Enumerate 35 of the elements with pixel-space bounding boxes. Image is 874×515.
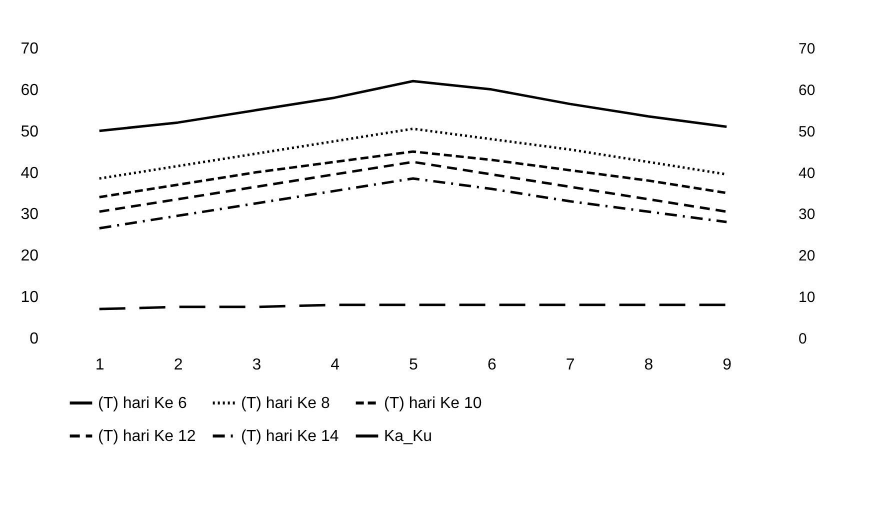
y-tick-label: 30 bbox=[20, 206, 39, 224]
x-tick-label: 1 bbox=[95, 356, 104, 374]
legend-label: (T) hari Ke 6 bbox=[98, 395, 188, 412]
x-tick-label: 6 bbox=[487, 356, 496, 374]
legend-label: (T) hari Ke 10 bbox=[384, 395, 482, 412]
legend-label: (T) hari Ke 14 bbox=[241, 428, 339, 445]
y2-tick-label: 70 bbox=[798, 40, 816, 58]
y-tick-label: 50 bbox=[20, 123, 39, 140]
y2-tick-label: 40 bbox=[798, 164, 816, 182]
y-tick-label: 40 bbox=[20, 164, 39, 182]
line-series bbox=[98, 177, 728, 230]
x-tick-label: 8 bbox=[644, 356, 654, 374]
y2-tick-label: 20 bbox=[798, 248, 816, 265]
x-tick-label: 3 bbox=[252, 356, 262, 374]
y2-tick-label: 10 bbox=[798, 289, 816, 306]
x-tick-label: 2 bbox=[174, 356, 183, 374]
legend-label: (T) hari Ke 8 bbox=[241, 395, 330, 412]
line-series bbox=[98, 160, 728, 213]
y-tick-label: 70 bbox=[20, 40, 39, 58]
legend-label: (T) hari Ke 12 bbox=[98, 428, 196, 445]
y-tick-label: 60 bbox=[20, 82, 39, 99]
line-series bbox=[98, 80, 728, 132]
y2-tick-label: 30 bbox=[798, 206, 816, 224]
x-tick-label: 4 bbox=[330, 356, 340, 374]
x-tick-label: 5 bbox=[409, 356, 418, 374]
legend-label: Ka_Ku bbox=[384, 428, 432, 445]
line-series bbox=[98, 150, 728, 198]
y2-tick-label: 60 bbox=[798, 82, 816, 99]
y2-tick-label: 0 bbox=[798, 330, 807, 348]
y-tick-label: 10 bbox=[20, 289, 39, 306]
x-tick-label: 9 bbox=[722, 356, 732, 374]
x-tick-label: 7 bbox=[566, 356, 575, 374]
y-tick-label: 20 bbox=[20, 248, 39, 265]
y2-tick-label: 50 bbox=[798, 123, 816, 140]
y-tick-label: 0 bbox=[30, 330, 39, 348]
